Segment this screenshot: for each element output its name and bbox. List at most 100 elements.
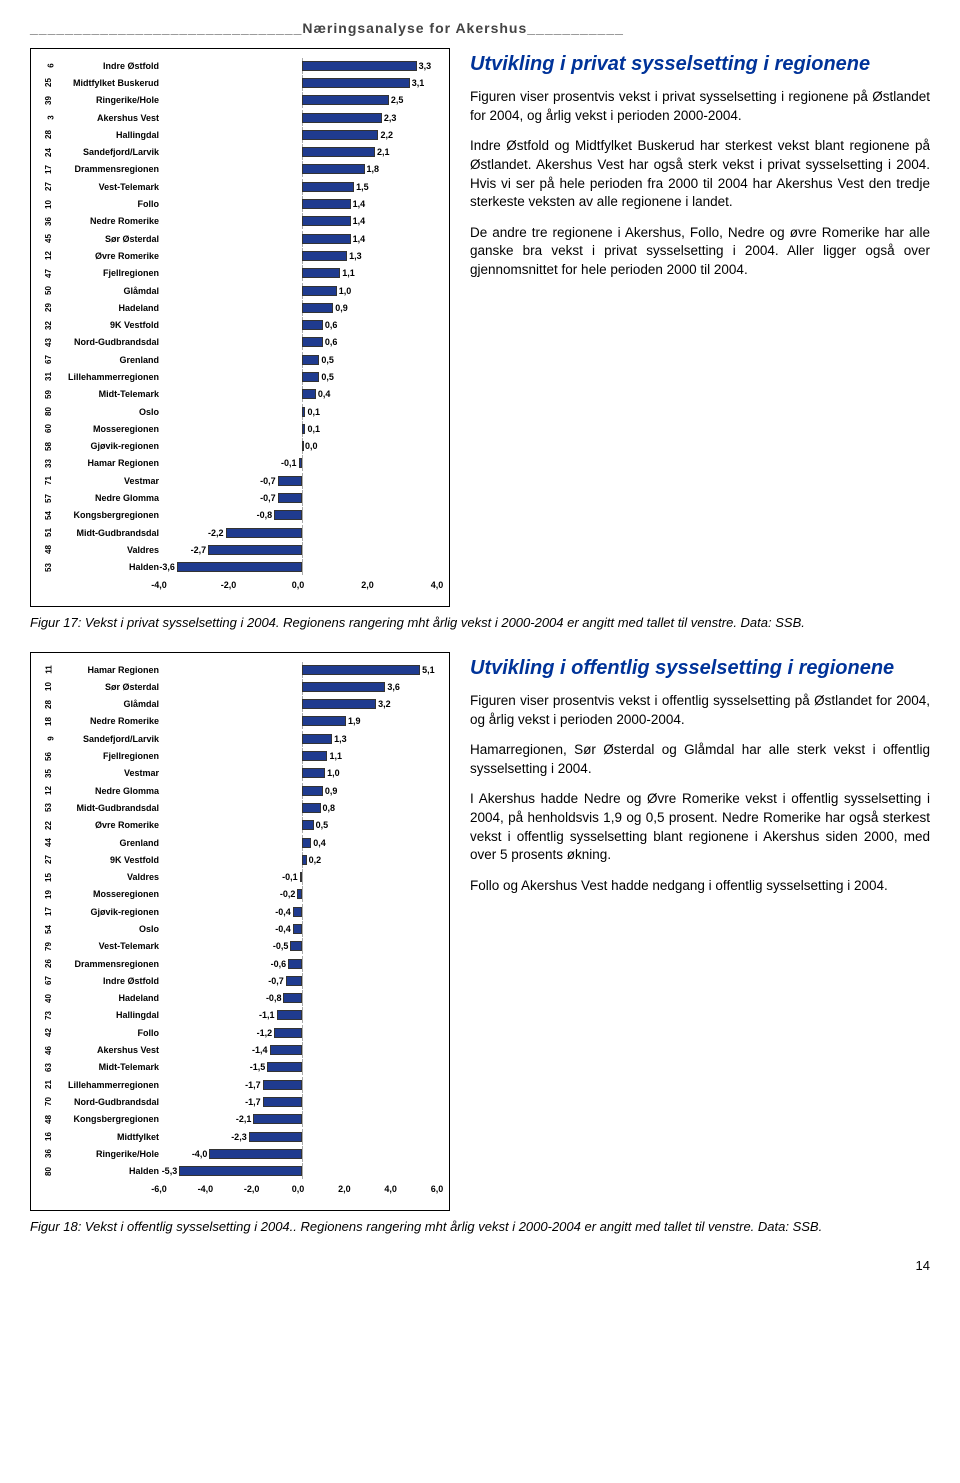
region-label: Hallingdal	[53, 1010, 163, 1020]
x-tick: -6,0	[151, 1184, 167, 1194]
x-axis: -6,0-4,0-2,00,02,04,06,0	[31, 1184, 449, 1204]
bar-value: 1,5	[356, 181, 369, 193]
rank-number: 6	[37, 61, 53, 70]
bar-area: 1,4	[163, 215, 443, 227]
bar-value: 2,5	[391, 94, 404, 106]
bar	[278, 493, 302, 503]
bar	[263, 1097, 302, 1107]
bar-value: 3,1	[412, 77, 425, 89]
bar-area: 5,1	[163, 664, 443, 676]
rank-number: 10	[37, 200, 53, 209]
chart-row: 16Midtfylket-2,3	[37, 1128, 443, 1145]
chart-row: 27Vest-Telemark1,5	[37, 178, 443, 195]
bar-value: 2,1	[377, 146, 390, 158]
bar-area: 1,1	[163, 267, 443, 279]
bar-value: 1,0	[327, 767, 340, 779]
bar-area: 0,8	[163, 802, 443, 814]
bar-value: 3,3	[419, 60, 432, 72]
region-label: Glåmdal	[53, 286, 163, 296]
x-tick: 0,0	[292, 1184, 305, 1194]
rank-number: 48	[37, 1115, 53, 1124]
rank-number: 73	[37, 1011, 53, 1020]
bar-area: 1,3	[163, 250, 443, 262]
chart-row: 17Drammensregionen1,8	[37, 161, 443, 178]
bar-area: -0,1	[163, 871, 443, 883]
bar-area: 2,5	[163, 94, 443, 106]
chart-row: 39Ringerike/Hole2,5	[37, 92, 443, 109]
bar-area: -2,2	[163, 527, 443, 539]
chart-row: 18Nedre Romerike1,9	[37, 713, 443, 730]
bar-area: 1,8	[163, 163, 443, 175]
chart-row: 63Midt-Telemark-1,5	[37, 1059, 443, 1076]
bar	[302, 268, 340, 278]
bar	[302, 768, 325, 778]
chart-row: 6Indre Østfold 3,3	[37, 57, 443, 74]
bar-area: -0,8	[163, 509, 443, 521]
chart-row: 279K Vestfold0,2	[37, 851, 443, 868]
bar-area: 0,1	[163, 406, 443, 418]
region-label: Lillehammerregionen	[53, 372, 163, 382]
bar-value: -1,7	[245, 1079, 261, 1091]
region-label: Indre Østfold	[53, 61, 163, 71]
chart-row: 51Midt-Gudbrandsdal-2,2	[37, 524, 443, 541]
bar-value: 0,5	[321, 371, 334, 383]
region-label: Oslo	[53, 924, 163, 934]
bar-area: 1,0	[163, 285, 443, 297]
bar-area: -0,1	[163, 457, 443, 469]
bar-value: 1,9	[348, 715, 361, 727]
bar	[302, 251, 347, 261]
region-label: Nord-Gudbrandsdal	[53, 337, 163, 347]
region-label: Vestmar	[53, 768, 163, 778]
bar-value: 1,4	[353, 198, 366, 210]
bar-area: -0,4	[163, 923, 443, 935]
bar	[302, 855, 307, 865]
bar	[302, 716, 346, 726]
bar-value: -0,5	[273, 940, 289, 952]
bar	[278, 476, 302, 486]
rank-number: 9	[37, 734, 53, 743]
bar-value: 0,4	[313, 837, 326, 849]
region-label: Oslo	[53, 407, 163, 417]
rank-number: 24	[37, 148, 53, 157]
paragraph: Indre Østfold og Midtfylket Buskerud har…	[470, 137, 930, 212]
bar	[270, 1045, 302, 1055]
bar-value: 0,0	[305, 440, 318, 452]
bar-area: 3,3	[163, 60, 443, 72]
bar-value: -0,4	[275, 923, 291, 935]
chart-row: 47Fjellregionen1,1	[37, 265, 443, 282]
rank-number: 44	[37, 838, 53, 847]
region-label: Sør Østerdal	[53, 682, 163, 692]
region-label: Akershus Vest	[53, 113, 163, 123]
region-label: Midtfylket	[53, 1132, 163, 1142]
bar-area: -0,2	[163, 888, 443, 900]
bar-area: -1,5	[163, 1061, 443, 1073]
chart-row: 53Halden-3,6	[37, 559, 443, 576]
chart-row: 54Kongsbergregionen-0,8	[37, 507, 443, 524]
rank-number: 27	[37, 855, 53, 864]
bar	[302, 372, 319, 382]
rank-number: 39	[37, 96, 53, 105]
bar	[277, 1010, 302, 1020]
bar-value: -1,4	[252, 1044, 268, 1056]
bar	[302, 734, 332, 744]
region-label: Vestmar	[53, 476, 163, 486]
rank-number: 16	[37, 1132, 53, 1141]
chart-row: 40Hadeland-0,8	[37, 990, 443, 1007]
region-label: Lillehammerregionen	[53, 1080, 163, 1090]
bar-area: 0,5	[163, 354, 443, 366]
bar	[302, 441, 304, 451]
chart-row: 36Nedre Romerike1,4	[37, 213, 443, 230]
bar-value: 1,1	[342, 267, 355, 279]
chart-row: 19Mosseregionen-0,2	[37, 886, 443, 903]
chart-row: 60Mosseregionen0,1	[37, 420, 443, 437]
rank-number: 11	[37, 665, 53, 674]
bar-area: 0,2	[163, 854, 443, 866]
region-label: Hadeland	[53, 993, 163, 1003]
rank-number: 70	[37, 1097, 53, 1106]
bar-area: 0,0	[163, 440, 443, 452]
bar-value: -3,6	[159, 561, 175, 573]
rank-number: 35	[37, 769, 53, 778]
region-label: Midtfylket Buskerud	[53, 78, 163, 88]
bar-value: -0,4	[275, 906, 291, 918]
rank-number: 53	[37, 563, 53, 572]
